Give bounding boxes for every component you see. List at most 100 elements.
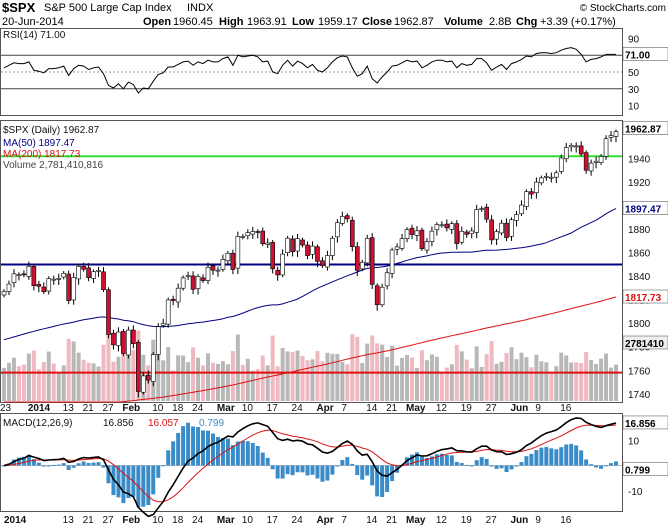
volume-bar [514, 359, 519, 401]
candle-body [325, 255, 330, 268]
volume-bar [310, 359, 315, 401]
x-axis-label-bottom: 27 [486, 515, 498, 525]
candle-body [499, 222, 504, 234]
candle-body [265, 242, 271, 245]
x-axis-label-bottom: 7 [341, 515, 347, 525]
volume-bar [171, 370, 176, 401]
volume-bar [355, 336, 360, 401]
volume-bar [410, 357, 414, 401]
candle-body [131, 329, 136, 344]
volume-bar [464, 359, 469, 401]
candle-body [588, 162, 594, 172]
candle-body [260, 230, 266, 245]
macd-hist-bar [509, 465, 514, 470]
macd-hist-bar [91, 462, 96, 466]
volume-bar [370, 335, 375, 401]
macd-hist-bar [504, 465, 509, 473]
macd-hist-bar [599, 465, 604, 469]
candle-body [484, 206, 489, 220]
volume-bar [111, 361, 116, 401]
macd-tick-label: 10 [628, 436, 640, 447]
candle-body [519, 204, 524, 215]
candle-body [225, 252, 231, 262]
macd-hist-bar [589, 464, 594, 466]
volume-bar [330, 353, 335, 401]
candle-body [434, 224, 440, 231]
x-axis-label-top: 16 [560, 403, 572, 414]
volume-bar [559, 352, 564, 401]
candle-body [549, 176, 554, 179]
candle-body [170, 298, 176, 301]
macd-hist-bar [449, 455, 454, 466]
candle-body [76, 266, 81, 280]
macd-hist-bar [410, 454, 414, 466]
candle-body [310, 245, 315, 255]
macd-hist-bar [519, 462, 524, 466]
ma50-tag: 1897.47 [625, 205, 662, 216]
x-axis-label-top: 18 [172, 403, 184, 414]
volume-bar [614, 364, 618, 401]
macd-legend-signal: 16.057 [148, 418, 179, 429]
candle-body [56, 278, 62, 280]
candle-body [150, 354, 156, 382]
x-axis-label-bottom: 2014 [4, 515, 27, 525]
macd-hist-bar [479, 457, 484, 466]
candle-body [230, 252, 236, 270]
candle-body [529, 191, 534, 195]
macd-hist-bar [534, 450, 539, 466]
volume-bar [594, 363, 599, 401]
ma200-tag-box [622, 289, 668, 304]
volume-bar [609, 367, 614, 401]
volume-bar [604, 353, 609, 401]
macd-hist-bar [71, 465, 76, 468]
volume-bar [599, 358, 604, 401]
macd-hist-bar [141, 465, 146, 507]
volume-bar [469, 368, 474, 401]
x-axis-label-top: 10 [242, 403, 254, 414]
x-axis-label-top: 21 [386, 403, 398, 414]
x-axis-label-top: Feb [122, 403, 140, 414]
candle-body [295, 238, 300, 252]
candle-body [101, 271, 106, 291]
legend-price: $SPX (Daily) 1962.87 [3, 125, 100, 136]
macd-hist-bar [46, 465, 51, 467]
candle-body [145, 374, 151, 381]
volume-bar [255, 368, 260, 401]
macd-hist-bar [196, 427, 201, 466]
volume-bar [459, 351, 464, 401]
macd-hist-bar [474, 460, 479, 466]
macd-hist-bar [265, 457, 270, 466]
candle-body [504, 222, 509, 238]
price-tag-box [622, 121, 668, 135]
macd-hist-bar [579, 450, 584, 466]
candle-body [220, 259, 226, 270]
volume-bar [320, 361, 325, 401]
quote-date: 20-Jun-2014 [2, 16, 64, 28]
macd-tag: 16.856 [625, 419, 656, 430]
price-tick-label: 1920 [628, 178, 651, 189]
volume-bar [439, 372, 444, 401]
price-tick-label: 1880 [628, 225, 651, 236]
x-axis-label-bottom: 18 [172, 515, 184, 525]
macd-hist-bar [559, 447, 564, 466]
volume-bar [106, 331, 111, 401]
volume-bar [449, 364, 454, 401]
macd-hist-bar [454, 461, 459, 466]
candle-body [539, 177, 544, 184]
ma200-line [4, 296, 617, 403]
price-tag: 1962.87 [625, 125, 662, 136]
low-label: Low [292, 16, 314, 28]
volume-bar [579, 363, 584, 401]
macd-hist-bar [245, 441, 250, 466]
volume-bar [270, 335, 275, 401]
candle-body [121, 331, 126, 354]
macd-hist-bar [584, 459, 589, 466]
candle-body [320, 260, 325, 266]
macd-hist-bar [106, 465, 111, 484]
x-axis-label-bottom: 12 [436, 515, 448, 525]
candle-body [111, 332, 116, 346]
macd-hist-bar [2, 465, 6, 467]
candle-body [469, 230, 475, 234]
volume-bar [21, 364, 26, 401]
x-axis-label-bottom: Feb [122, 515, 140, 525]
